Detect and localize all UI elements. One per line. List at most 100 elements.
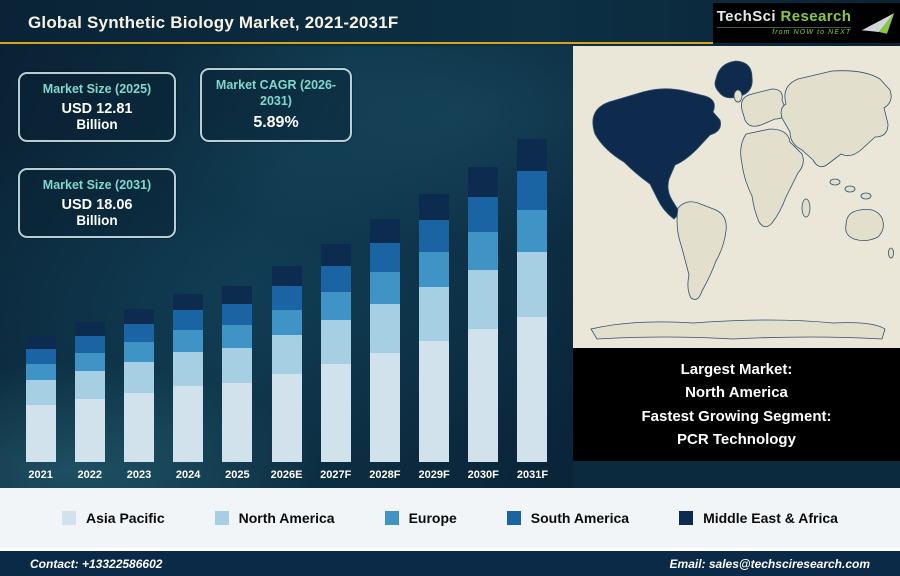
bar-segment-north-america (74, 371, 105, 399)
bar-segment-middle-east-africa (123, 309, 154, 324)
x-axis-label: 2021 (28, 469, 53, 481)
legend-swatch (62, 511, 76, 525)
bar-segment-south-america (468, 197, 499, 232)
badge-value: USD 18.06 (61, 196, 133, 213)
bar-segment-asia-pacific (25, 405, 56, 462)
bar-segment-north-america (222, 348, 253, 383)
bar-segment-south-america (123, 324, 154, 342)
bar-column-2028f: 2028F (360, 219, 409, 488)
bar-segment-middle-east-africa (369, 219, 400, 243)
britain-landmass (733, 89, 743, 103)
bar-segment-south-america (369, 243, 400, 272)
bar-column-2025: 2025 (213, 286, 262, 488)
main-content: Market Size (2025) USD 12.81 Billion Mar… (0, 46, 900, 488)
logo-brand-primary: TechSci (716, 7, 776, 25)
paper-plane-icon (862, 13, 895, 34)
bar-segment-north-america (320, 320, 351, 364)
logo-brand: TechSci Research (716, 7, 852, 26)
bar-column-2021: 2021 (16, 336, 65, 488)
largest-market-value: North America (685, 384, 788, 402)
bar-segment-south-america (419, 220, 450, 252)
africa-landmass (740, 128, 804, 228)
chart-panel: Market Size (2025) USD 12.81 Billion Mar… (0, 46, 573, 488)
badge-unit: Billion (76, 212, 118, 228)
bar-segment-asia-pacific (74, 399, 105, 462)
bar-segment-asia-pacific (369, 353, 400, 462)
x-axis-label: 2024 (175, 469, 201, 481)
techsci-logo: TechSci Research from NOW to NEXT (713, 3, 900, 43)
legend-item-middle-east-africa: Middle East & Africa (679, 510, 838, 526)
chart-legend: Asia Pacific North America Europe South Ame… (0, 488, 900, 548)
market-info-box: Largest Market: North America Fastest Gr… (573, 348, 900, 461)
logo-brand-secondary: Research (780, 7, 852, 25)
stacked-bar (517, 139, 548, 462)
x-axis-label: 2025 (225, 469, 250, 481)
bar-column-2029f: 2029F (410, 194, 459, 488)
bar-column-2022: 2022 (65, 322, 114, 488)
stacked-bar (222, 286, 253, 462)
bar-column-2027f: 2027F (311, 244, 360, 488)
badge-value: 5.89% (253, 114, 299, 132)
bar-segment-europe (517, 210, 548, 252)
right-column: Largest Market: North America Fastest Gr… (573, 46, 900, 488)
asia-landmass (780, 70, 892, 168)
world-map (573, 46, 900, 348)
badge-label: Market Size (2031) (42, 178, 152, 192)
madagascar-landmass (801, 198, 811, 218)
bar-segment-middle-east-africa (271, 266, 302, 286)
contact-email: Email: sales@techsciresearch.com (669, 556, 870, 571)
contact-phone: Contact: +13322586602 (30, 556, 163, 571)
fastest-segment-value: PCR Technology (677, 430, 796, 448)
stacked-bar (419, 194, 450, 462)
bar-segment-north-america (468, 270, 499, 329)
antarctica-landmass (590, 319, 886, 340)
stacked-bar (74, 322, 105, 462)
bar-segment-europe (468, 232, 499, 270)
bar-segment-south-america (222, 304, 253, 325)
legend-label: Europe (408, 510, 457, 526)
page-title: Global Synthetic Biology Market, 2021-20… (28, 13, 399, 32)
bar-segment-middle-east-africa (74, 322, 105, 336)
legend-swatch (506, 511, 521, 525)
bar-segment-europe (74, 353, 105, 371)
bar-segment-south-america (173, 310, 204, 330)
largest-market-label: Largest Market: (680, 361, 793, 378)
bar-segment-europe (271, 310, 302, 335)
stacked-bar (123, 309, 154, 462)
bar-segment-europe (222, 325, 253, 348)
world-map-svg (573, 46, 900, 348)
logo-tagline: from NOW to NEXT (716, 27, 852, 37)
island-3 (860, 192, 872, 200)
bar-segment-europe (419, 252, 450, 287)
bar-segment-middle-east-africa (468, 167, 499, 197)
island-2 (844, 185, 856, 193)
new-zealand-landmass (888, 247, 894, 259)
bar-segment-south-america (74, 336, 105, 353)
legend-swatch (214, 511, 229, 525)
x-axis-label: 2027F (320, 469, 352, 481)
stacked-bar (25, 336, 56, 462)
bar-segment-north-america (517, 252, 548, 317)
bar-segment-asia-pacific (419, 341, 450, 462)
bar-segment-middle-east-africa (320, 244, 351, 266)
bar-column-2026e: 2026E (262, 266, 311, 488)
legend-swatch (679, 511, 694, 525)
bar-column-2031f: 2031F (508, 139, 557, 488)
badge-unit: Billion (76, 116, 118, 132)
bar-segment-asia-pacific (468, 329, 499, 462)
bar-segment-north-america (271, 335, 302, 374)
legend-label: South America (530, 510, 630, 526)
header: Global Synthetic Biology Market, 2021-20… (0, 0, 900, 46)
legend-swatch (384, 511, 399, 525)
bar-segment-south-america (517, 171, 548, 210)
x-axis-label: 2029F (418, 469, 450, 481)
x-axis-label: 2022 (77, 469, 103, 481)
title-underline (0, 42, 713, 44)
bar-segment-asia-pacific (222, 383, 253, 462)
north-america-landmass (592, 88, 721, 220)
bar-segment-middle-east-africa (419, 194, 450, 220)
south-america-landmass (676, 201, 727, 300)
footer: Contact: +13322586602 Email: sales@techs… (0, 548, 900, 576)
legend-item-north-america: North America (214, 510, 335, 526)
